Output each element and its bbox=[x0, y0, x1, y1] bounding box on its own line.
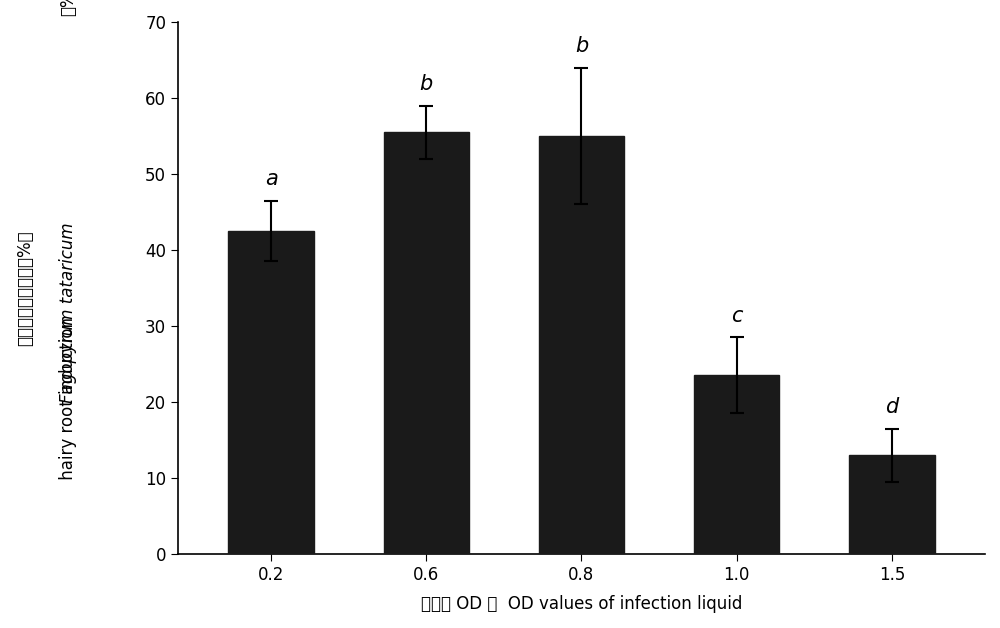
Text: （%）: （%） bbox=[59, 0, 77, 16]
X-axis label: 侵染液 OD 値  OD values of infection liquid: 侵染液 OD 値 OD values of infection liquid bbox=[421, 595, 742, 613]
Text: 苦草毛米根诱导率（%）: 苦草毛米根诱导率（%） bbox=[16, 230, 34, 346]
Bar bbox=[849, 455, 935, 554]
Bar bbox=[694, 376, 779, 554]
Text: b: b bbox=[575, 36, 588, 56]
Bar bbox=[228, 231, 314, 554]
Text: Fagopyrum tataricum: Fagopyrum tataricum bbox=[59, 223, 77, 403]
Bar bbox=[384, 133, 469, 554]
Text: hairy root induction: hairy root induction bbox=[59, 317, 77, 485]
Bar bbox=[539, 136, 624, 554]
Text: a: a bbox=[265, 169, 277, 189]
Text: d: d bbox=[885, 398, 899, 417]
Text: c: c bbox=[731, 306, 742, 326]
Text: b: b bbox=[420, 74, 433, 94]
